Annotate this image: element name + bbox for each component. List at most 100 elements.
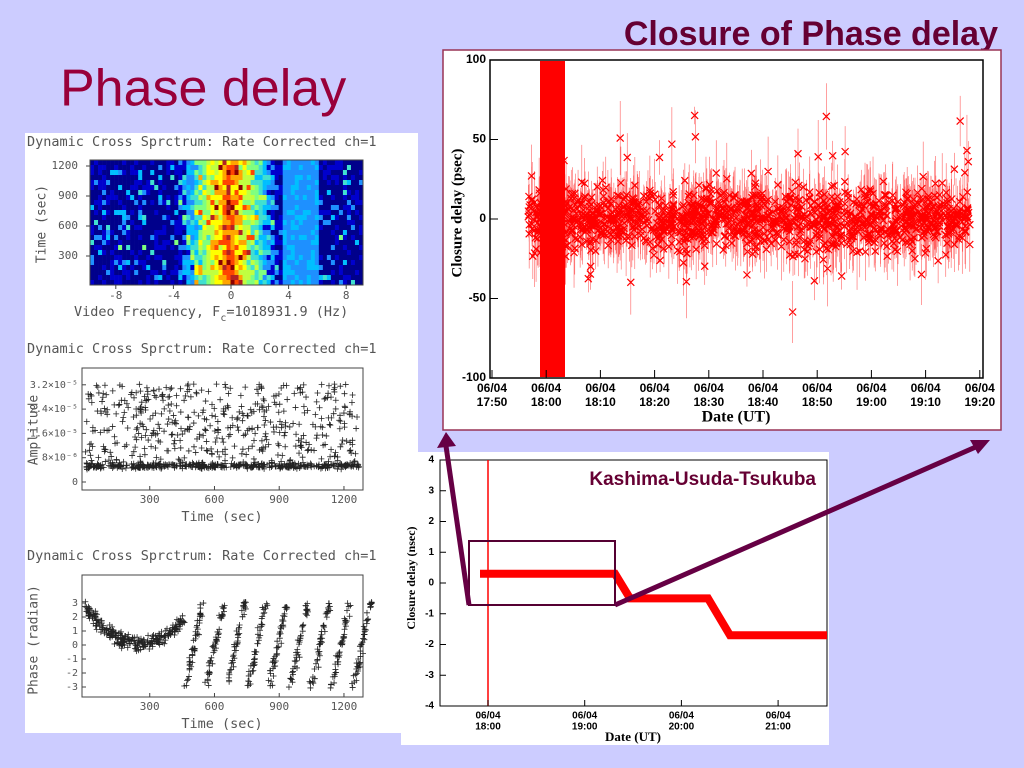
spectrum-cell bbox=[94, 210, 99, 216]
x-tick-label: 300 bbox=[140, 493, 160, 506]
spectrum-cell bbox=[254, 265, 259, 271]
spectrum-cell bbox=[222, 265, 227, 271]
spectrum-cell bbox=[138, 260, 143, 266]
spectrum-cell bbox=[142, 220, 147, 226]
spectrum-cell bbox=[106, 250, 111, 256]
spectrum-cell bbox=[242, 270, 247, 276]
spectrum-cell bbox=[354, 170, 360, 176]
spectrum-cell bbox=[198, 220, 203, 226]
spectrum-cell bbox=[242, 185, 247, 191]
spectrum-cell bbox=[342, 165, 348, 171]
spectrum-cell bbox=[346, 190, 352, 196]
spectrum-cell bbox=[210, 255, 215, 261]
spectrum-cell bbox=[286, 220, 292, 226]
spectrum-cell bbox=[162, 250, 167, 256]
spectrum-cell bbox=[154, 245, 159, 251]
spectrum-cell bbox=[238, 165, 243, 171]
spectrum-cell bbox=[94, 265, 99, 271]
spectrum-cell bbox=[318, 270, 324, 276]
spectrum-cell bbox=[322, 220, 328, 226]
spectrum-cell bbox=[166, 190, 171, 196]
y-axis-label: Time (sec) bbox=[35, 185, 50, 263]
spectrum-cell bbox=[250, 235, 255, 241]
spectrum-cell bbox=[198, 230, 203, 236]
spectrum-cell bbox=[338, 170, 344, 176]
spectrum-cell bbox=[298, 235, 304, 241]
spectrum-cell bbox=[222, 180, 227, 186]
spectrum-cell bbox=[190, 265, 195, 271]
spectrum-cell bbox=[162, 175, 167, 181]
spectrum-cell bbox=[206, 220, 211, 226]
spectrum-cell bbox=[254, 215, 259, 221]
spectrum-cell bbox=[114, 250, 119, 256]
spectrum-cell bbox=[222, 210, 227, 216]
spectrum-cell bbox=[166, 260, 171, 266]
plot-frame bbox=[89, 159, 364, 286]
spectrum-cell bbox=[162, 225, 167, 231]
spectrum-cell bbox=[118, 245, 123, 251]
spectrum-cell bbox=[182, 215, 187, 221]
spectrum-cell bbox=[102, 230, 107, 236]
zoom-arrow bbox=[443, 445, 472, 606]
spectrum-cell bbox=[102, 170, 107, 176]
plot-frame bbox=[81, 367, 364, 491]
spectrum-cell bbox=[246, 200, 251, 206]
spectrum-cell bbox=[202, 255, 207, 261]
spectrum-cell bbox=[130, 265, 135, 271]
y-tick-label: -4 bbox=[425, 701, 434, 712]
spectrum-cell bbox=[114, 205, 119, 211]
spectrum-cell bbox=[110, 225, 115, 231]
spectrum-cell bbox=[226, 205, 231, 211]
spectrum-cell bbox=[206, 195, 211, 201]
spectrum-cell bbox=[146, 280, 151, 286]
spectrum-cell bbox=[274, 210, 279, 216]
spectrum-cell bbox=[154, 185, 159, 191]
x-tick-label: 06/04 bbox=[748, 381, 778, 395]
x-axis-label-part: c bbox=[220, 313, 226, 324]
spectrum-cell bbox=[230, 200, 235, 206]
spectrum-cell bbox=[238, 275, 243, 281]
spectrum-cell bbox=[278, 270, 284, 276]
spectrum-cell bbox=[158, 160, 163, 166]
spectrum-cell bbox=[266, 235, 271, 241]
spectrum-cell bbox=[234, 210, 239, 216]
spectrum-cell bbox=[330, 240, 336, 246]
spectrum-cell bbox=[218, 270, 223, 276]
spectrum-cell bbox=[222, 270, 227, 276]
x-tick-label: 06/04 bbox=[965, 381, 995, 395]
spectrum-cell bbox=[290, 265, 296, 271]
spectrum-cell bbox=[190, 225, 195, 231]
spectrum-cell bbox=[282, 200, 288, 206]
spectrum-cell bbox=[270, 260, 275, 266]
spectrum-cell bbox=[122, 170, 127, 176]
spectrum-cell bbox=[138, 180, 143, 186]
spectrum-cell bbox=[238, 260, 243, 266]
panel-title: Dynamic Cross Sprctrum: Rate Corrected c… bbox=[27, 548, 377, 564]
spectrum-cell bbox=[238, 215, 243, 221]
spectrum-cell bbox=[138, 240, 143, 246]
spectrum-cell bbox=[330, 260, 336, 266]
spectrum-cell bbox=[338, 165, 344, 171]
spectrum-cell bbox=[130, 190, 135, 196]
spectrum-cell bbox=[318, 245, 324, 251]
spectrum-cell bbox=[334, 200, 340, 206]
spectrum-cell bbox=[106, 190, 111, 196]
spectrum-cell bbox=[150, 220, 155, 226]
spectrum-cell bbox=[254, 220, 259, 226]
spectrum-cell bbox=[194, 255, 199, 261]
spectrum-cell bbox=[178, 170, 183, 176]
spectrum-cell bbox=[342, 230, 348, 236]
spectrum-cell bbox=[130, 245, 135, 251]
spectrum-cell bbox=[234, 230, 239, 236]
spectrum-cell bbox=[242, 190, 247, 196]
spectrum-cell bbox=[290, 210, 296, 216]
spectrum-cell bbox=[114, 255, 119, 261]
spectrum-cell bbox=[170, 280, 175, 286]
spectrum-cell bbox=[314, 260, 320, 266]
spectrum-cell bbox=[194, 165, 199, 171]
spectrum-cell bbox=[322, 245, 328, 251]
spectrum-cell bbox=[290, 270, 296, 276]
spectrum-cell bbox=[222, 195, 227, 201]
spectrum-cell bbox=[154, 225, 159, 231]
spectrum-cell bbox=[322, 195, 328, 201]
